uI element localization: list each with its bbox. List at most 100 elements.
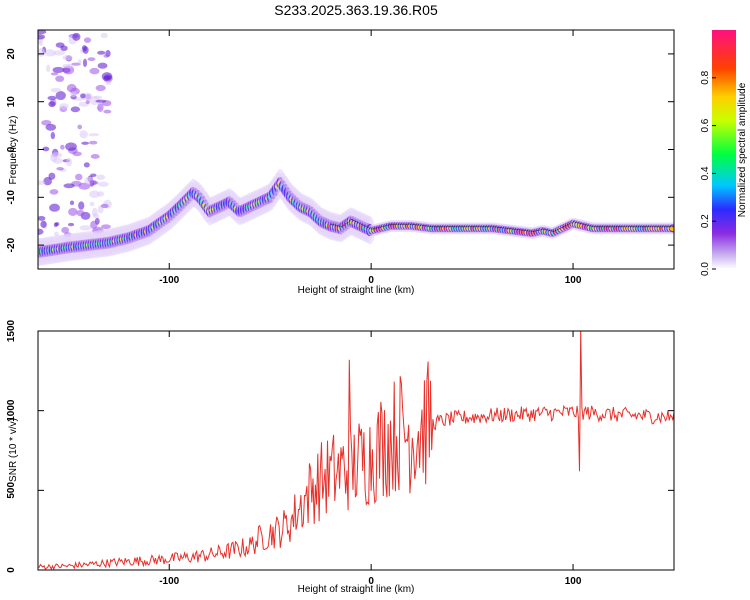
spectrogram-noise-blob (95, 84, 106, 92)
spectrogram-ridge-edge (591, 225, 593, 227)
spectrogram-noise-blob (105, 81, 112, 86)
colorbar-tick-label: 0.8 (700, 70, 711, 84)
spectrogram-noise-blob (70, 106, 81, 113)
spectrogram-noise-blob (87, 57, 96, 62)
spectrogram-ridge-edge (342, 224, 345, 226)
spectrogram-ridge-edge (429, 225, 432, 227)
snr-x-tick-label: -100 (159, 576, 179, 587)
spectrogram-ridge-edge (443, 226, 446, 228)
spectrogram-ridge-edge (492, 226, 494, 228)
spectrogram-noise-blob (48, 172, 56, 180)
spectrogram-noise-blob (45, 123, 57, 131)
spectrogram-x-ticks: -100 0 100 (159, 30, 582, 286)
spectrogram-ridge-edge (375, 227, 377, 229)
spectrogram-ridge-edge (379, 226, 381, 228)
spectrogram-noise-blob (71, 62, 81, 66)
spectrogram-noise-blob (49, 203, 61, 212)
spectrogram-noise-blob (55, 42, 65, 48)
spectrogram-noise-blob (76, 209, 85, 217)
snr-y-ticks: 0 500 1000 1500 (6, 319, 674, 573)
spectrogram-noise-blob (42, 146, 50, 152)
spectrogram-ridge-edge (437, 226, 440, 228)
spectrogram-ridge-edge (500, 227, 502, 229)
spectrogram-noise-blob (91, 207, 98, 217)
spectrogram-noise-blob (55, 75, 65, 82)
spectrogram-noise-blob (63, 183, 75, 189)
spectrogram-noise-blob (50, 72, 59, 76)
spectrogram-ridge-edge (534, 230, 537, 232)
spectrogram-ridge-edge (338, 225, 341, 227)
spectrogram-noise-blob (88, 140, 98, 145)
spectrogram-ridge-edge (554, 229, 557, 231)
spectrogram-ridge-edge (383, 225, 385, 227)
spectrogram-ridge-edge (645, 226, 648, 228)
spectrogram-noise-blob (43, 177, 52, 186)
spectrogram-ridge-edge (433, 226, 436, 228)
spectrogram-noise-blob (96, 174, 106, 180)
spectrogram-ridge-edge (415, 224, 418, 226)
spectrogram-ridge-edge (526, 230, 529, 232)
spectrogram-ridge-edge (641, 226, 644, 228)
spectrogram-y-tick-label: -10 (6, 190, 17, 205)
snr-y-tick-label: 1000 (6, 399, 17, 422)
spectrogram-ridge-edge (548, 229, 551, 231)
spectrogram-noise-blob (90, 173, 97, 178)
spectrogram-ridge-edge (573, 221, 575, 223)
spectrogram-ridge-edge (389, 224, 391, 226)
spectrogram-ridge-edge (575, 221, 577, 223)
spectrogram-ridge-edge (399, 223, 402, 225)
spectrogram-noise-blob (97, 50, 106, 55)
colorbar-label: Normalized spectral amplitude (737, 82, 748, 217)
spectrogram-ridge-edge (427, 225, 430, 227)
spectrogram-noise-blob (38, 48, 46, 57)
spectrogram-ridge-edge (629, 226, 632, 228)
spectrogram-ridge-edge (512, 228, 515, 230)
spectrogram-y-tick-label: 10 (6, 96, 17, 108)
spectrogram-noise-blob (69, 200, 75, 206)
spectrogram-ridge-edge (623, 226, 626, 228)
spectrogram-noise-blob (50, 152, 63, 159)
spectrogram-ridge-edge (639, 226, 642, 228)
spectrogram-ridge-edge (552, 230, 555, 232)
spectrogram-ridge-edge (595, 226, 597, 228)
spectrogram-ridge-edge (352, 219, 355, 221)
spectrogram-noise-blob (90, 220, 98, 229)
colorbar: 0.0 0.2 0.4 0.6 0.8 Normalized spectral ampl… (700, 30, 748, 276)
spectrogram-noise-blob (55, 222, 60, 226)
snr-x-tick-label: 100 (565, 576, 582, 587)
spectrogram-noise-blob (59, 103, 69, 110)
spectrogram-ridge-edge (486, 226, 488, 228)
spectrogram-noise-blob (79, 130, 88, 139)
spectrogram-ridge-edge (419, 224, 422, 226)
spectrogram-ridge-edge (411, 223, 414, 225)
snr-x-tick-label: 0 (368, 576, 374, 587)
spectrogram-ridge-edge (601, 226, 603, 228)
spectrogram-ridge-edge (564, 225, 567, 227)
spectrogram-noise-blob (82, 46, 89, 54)
spectrogram-ridge-edge (395, 223, 397, 225)
spectrogram-noise-blob (80, 93, 86, 99)
spectrogram-noise-blob (38, 228, 44, 235)
spectrogram-noise-blob (103, 75, 111, 80)
spectrogram-ridge-edge (520, 229, 523, 231)
spectrogram-ridge-edge (536, 229, 539, 231)
spectrogram-noise-blob (100, 203, 109, 209)
colorbar-tick-label: 0.4 (700, 166, 711, 180)
spectrogram-ridge-edge (459, 226, 462, 228)
spectrogram-ridge-edge (413, 224, 416, 226)
spectrogram-ridge-edge (597, 226, 599, 228)
spectrogram-ridge-edge (488, 226, 490, 228)
spectrogram-ridge-edge (464, 226, 466, 228)
spectrogram-ridge-edge (363, 224, 365, 226)
spectrogram-noise-blob (89, 67, 100, 75)
spectrogram-ridge-edge (447, 226, 450, 228)
spectrogram-noise-blob (54, 231, 59, 237)
snr-panel: -100 0 100 0 500 1000 1500 Height of straight… (6, 319, 675, 595)
spectrogram-noise-blob (100, 32, 108, 39)
spectrogram-ridge-edge (562, 226, 565, 228)
spectrogram-noise-blob (52, 66, 65, 73)
spectrogram-ridge-edge (556, 229, 559, 231)
spectrogram-noise-blob (66, 157, 73, 167)
spectrogram-ridge-edge (431, 226, 434, 228)
